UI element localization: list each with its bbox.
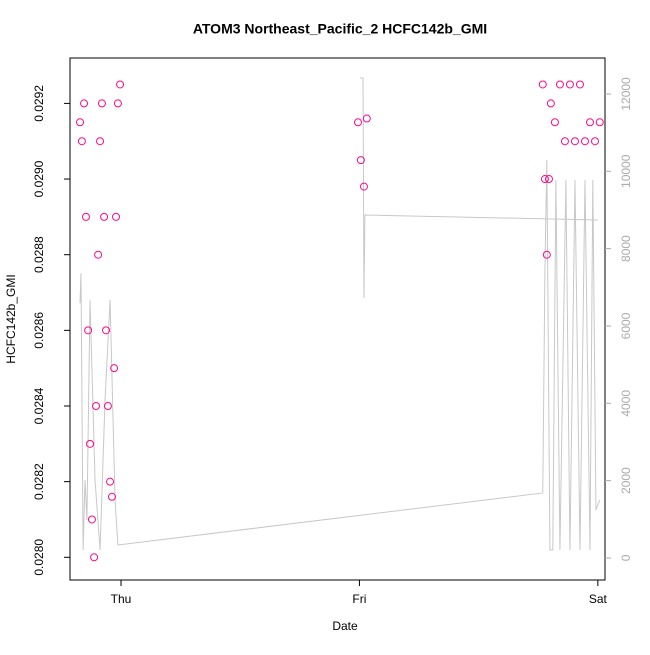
y2-tick-label: 4000 (619, 390, 633, 417)
y2-tick-label: 12000 (619, 77, 633, 111)
point (113, 99, 122, 108)
point (116, 80, 125, 89)
point (97, 99, 106, 108)
point (102, 326, 111, 335)
point (106, 477, 115, 486)
y-tick-label: 0.0288 (32, 236, 46, 273)
point (555, 80, 564, 89)
point (542, 250, 551, 259)
point (354, 118, 363, 127)
point (356, 156, 365, 165)
y2-tick-label: 2000 (619, 467, 633, 494)
plot-box (69, 57, 606, 581)
x-tick-label: Sat (589, 592, 608, 606)
point (538, 80, 547, 89)
point (540, 175, 549, 184)
point (90, 553, 99, 562)
point (359, 182, 368, 191)
x-tick-label: Thu (111, 592, 132, 606)
point (112, 212, 121, 221)
y2-tick-label: 6000 (619, 312, 633, 339)
point (94, 250, 103, 259)
y-tick-label: 0.0280 (32, 539, 46, 576)
point (565, 80, 574, 89)
point (595, 118, 604, 127)
point (84, 326, 93, 335)
point (546, 99, 555, 108)
y2-tick-label: 10000 (619, 154, 633, 188)
point (580, 137, 589, 146)
point (77, 137, 86, 146)
y2-tick-label: 0 (619, 554, 633, 561)
point (80, 99, 89, 108)
x-axis-label: Date (332, 619, 358, 633)
point (81, 212, 90, 221)
point (87, 515, 96, 524)
point (575, 80, 584, 89)
point (544, 175, 553, 184)
y-tick-label: 0.0286 (32, 312, 46, 349)
point (107, 492, 116, 501)
point (103, 402, 112, 410)
point (76, 118, 85, 127)
y-tick-label: 0.0292 (32, 85, 46, 122)
x-tick-label: Fri (352, 592, 366, 606)
point (550, 118, 559, 127)
point (585, 118, 594, 127)
y-tick-label: 0.0282 (32, 463, 46, 500)
point (86, 439, 95, 448)
line-series (79, 77, 601, 551)
y-tick-label: 0.0290 (32, 160, 46, 197)
y-axis-label: HCFC142b_GMI (4, 274, 18, 363)
point (570, 137, 579, 146)
chart-title: ATOM3 Northeast_Pacific_2 HCFC142b_GMI (193, 21, 487, 37)
point (100, 212, 109, 221)
point (110, 364, 119, 373)
point (96, 137, 105, 146)
y2-tick-label: 8000 (619, 235, 633, 262)
point (91, 402, 100, 410)
point (560, 137, 569, 146)
point (590, 137, 599, 146)
point (362, 114, 371, 123)
y-tick-label: 0.0284 (32, 387, 46, 424)
